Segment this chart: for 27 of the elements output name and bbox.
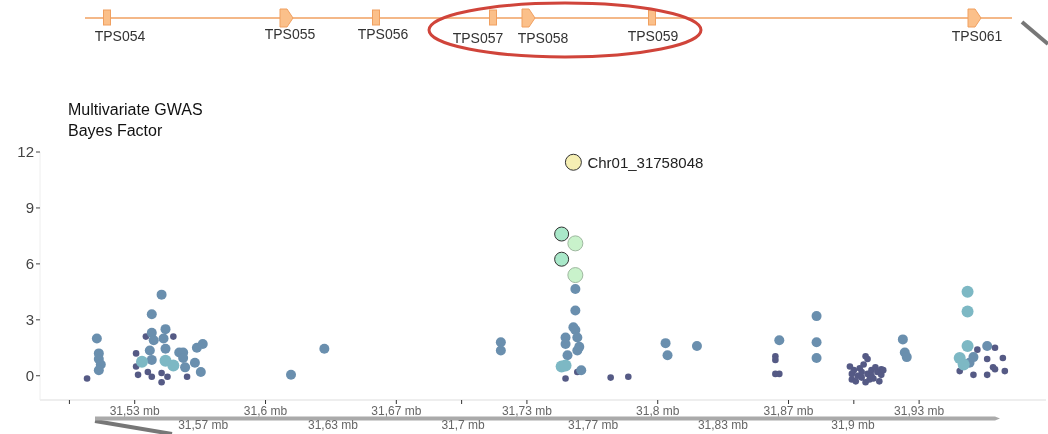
category-label: TPS059 <box>627 28 679 44</box>
x2-tick-label: 31,83 mb <box>697 417 749 432</box>
x-tick-label: 31,6 mb <box>243 403 288 418</box>
category-label: TPS058 <box>517 30 569 46</box>
category-label: TPS055 <box>264 26 316 42</box>
y-axis-title: Multivariate GWAS Bayes Factor <box>68 100 203 141</box>
category-label: TPS056 <box>357 26 409 42</box>
x-tick-label: 31,67 mb <box>371 403 422 418</box>
category-label: TPS054 <box>94 28 146 44</box>
x-tick-label: 31,73 mb <box>501 403 553 418</box>
y-tick-label: 0 <box>25 367 34 385</box>
x2-tick-label: 31,77 mb <box>568 417 619 432</box>
x-tick-label: 31,53 mb <box>109 403 161 418</box>
x-tick-label: 31,8 mb <box>636 403 680 418</box>
annotation: Chr01_31758048 <box>587 153 704 171</box>
category-label: TPS057 <box>452 30 504 46</box>
y-tick-label: 9 <box>25 199 34 217</box>
x-tick-label: 31,87 mb <box>763 403 814 418</box>
x-tick-label: 31,93 mb <box>894 403 945 418</box>
y-tick-label: 12 <box>17 143 34 161</box>
y-tick-label: 3 <box>25 311 34 329</box>
x2-tick-label: 31,63 mb <box>308 417 359 432</box>
x2-tick-label: 31,57 mb <box>178 417 229 432</box>
x2-tick-label: 31,7 mb <box>441 417 486 432</box>
category-label: TPS061 <box>951 28 1003 44</box>
x2-tick-label: 31,9 mb <box>831 417 875 432</box>
y-tick-label: 6 <box>25 255 34 273</box>
